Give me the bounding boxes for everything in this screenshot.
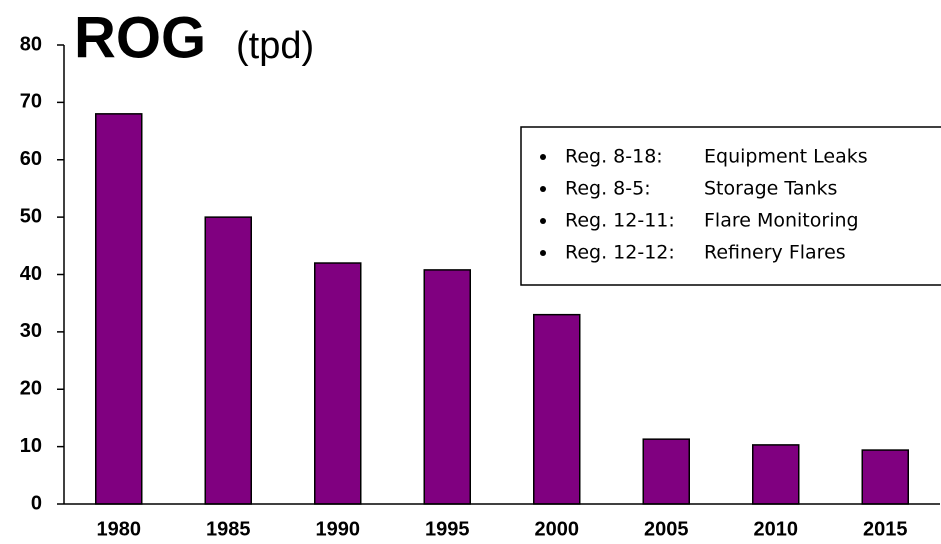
chart-subtitle: (tpd) bbox=[236, 25, 314, 67]
x-tick-label: 2015 bbox=[863, 518, 908, 540]
y-tick-label: 20 bbox=[20, 378, 42, 400]
bullet bbox=[540, 154, 546, 160]
y-tick-label: 0 bbox=[31, 492, 42, 514]
y-tick-label: 70 bbox=[20, 91, 42, 113]
annotation-box bbox=[520, 126, 941, 286]
bar bbox=[314, 262, 362, 505]
x-tick-label: 2000 bbox=[535, 518, 580, 540]
bar bbox=[642, 438, 690, 505]
y-tick-label: 10 bbox=[20, 435, 42, 457]
y-tick-label: 80 bbox=[20, 33, 42, 55]
bar bbox=[752, 444, 800, 505]
x-tick-label: 1980 bbox=[97, 518, 142, 540]
annotation-text: Refinery Flares bbox=[704, 242, 846, 264]
bullet bbox=[540, 186, 546, 192]
bar bbox=[423, 269, 471, 505]
bullet bbox=[540, 250, 546, 256]
x-tick-label: 2010 bbox=[754, 518, 799, 540]
bar bbox=[861, 449, 909, 505]
bar bbox=[95, 113, 143, 505]
annotation-text: Equipment Leaks bbox=[704, 146, 868, 168]
annotation-label: Reg. 8-5: bbox=[565, 178, 651, 200]
x-tick-label: 1990 bbox=[316, 518, 361, 540]
y-tick-label: 60 bbox=[20, 148, 42, 170]
annotation-label: Reg. 12-11: bbox=[565, 210, 675, 232]
y-tick-label: 50 bbox=[20, 205, 42, 227]
y-tick-label: 30 bbox=[20, 320, 42, 342]
chart-title: ROG bbox=[74, 5, 206, 70]
y-tick-label: 40 bbox=[20, 263, 42, 285]
annotation-label: Reg. 8-18: bbox=[565, 146, 663, 168]
bar bbox=[533, 313, 581, 505]
bar bbox=[204, 216, 252, 505]
annotation-text: Flare Monitoring bbox=[704, 210, 859, 232]
x-tick-label: 1985 bbox=[206, 518, 251, 540]
x-tick-label: 2005 bbox=[644, 518, 689, 540]
annotation-text: Storage Tanks bbox=[704, 178, 837, 200]
x-tick-label: 1995 bbox=[425, 518, 470, 540]
annotation-label: Reg. 12-12: bbox=[565, 242, 675, 264]
bullet bbox=[540, 218, 546, 224]
